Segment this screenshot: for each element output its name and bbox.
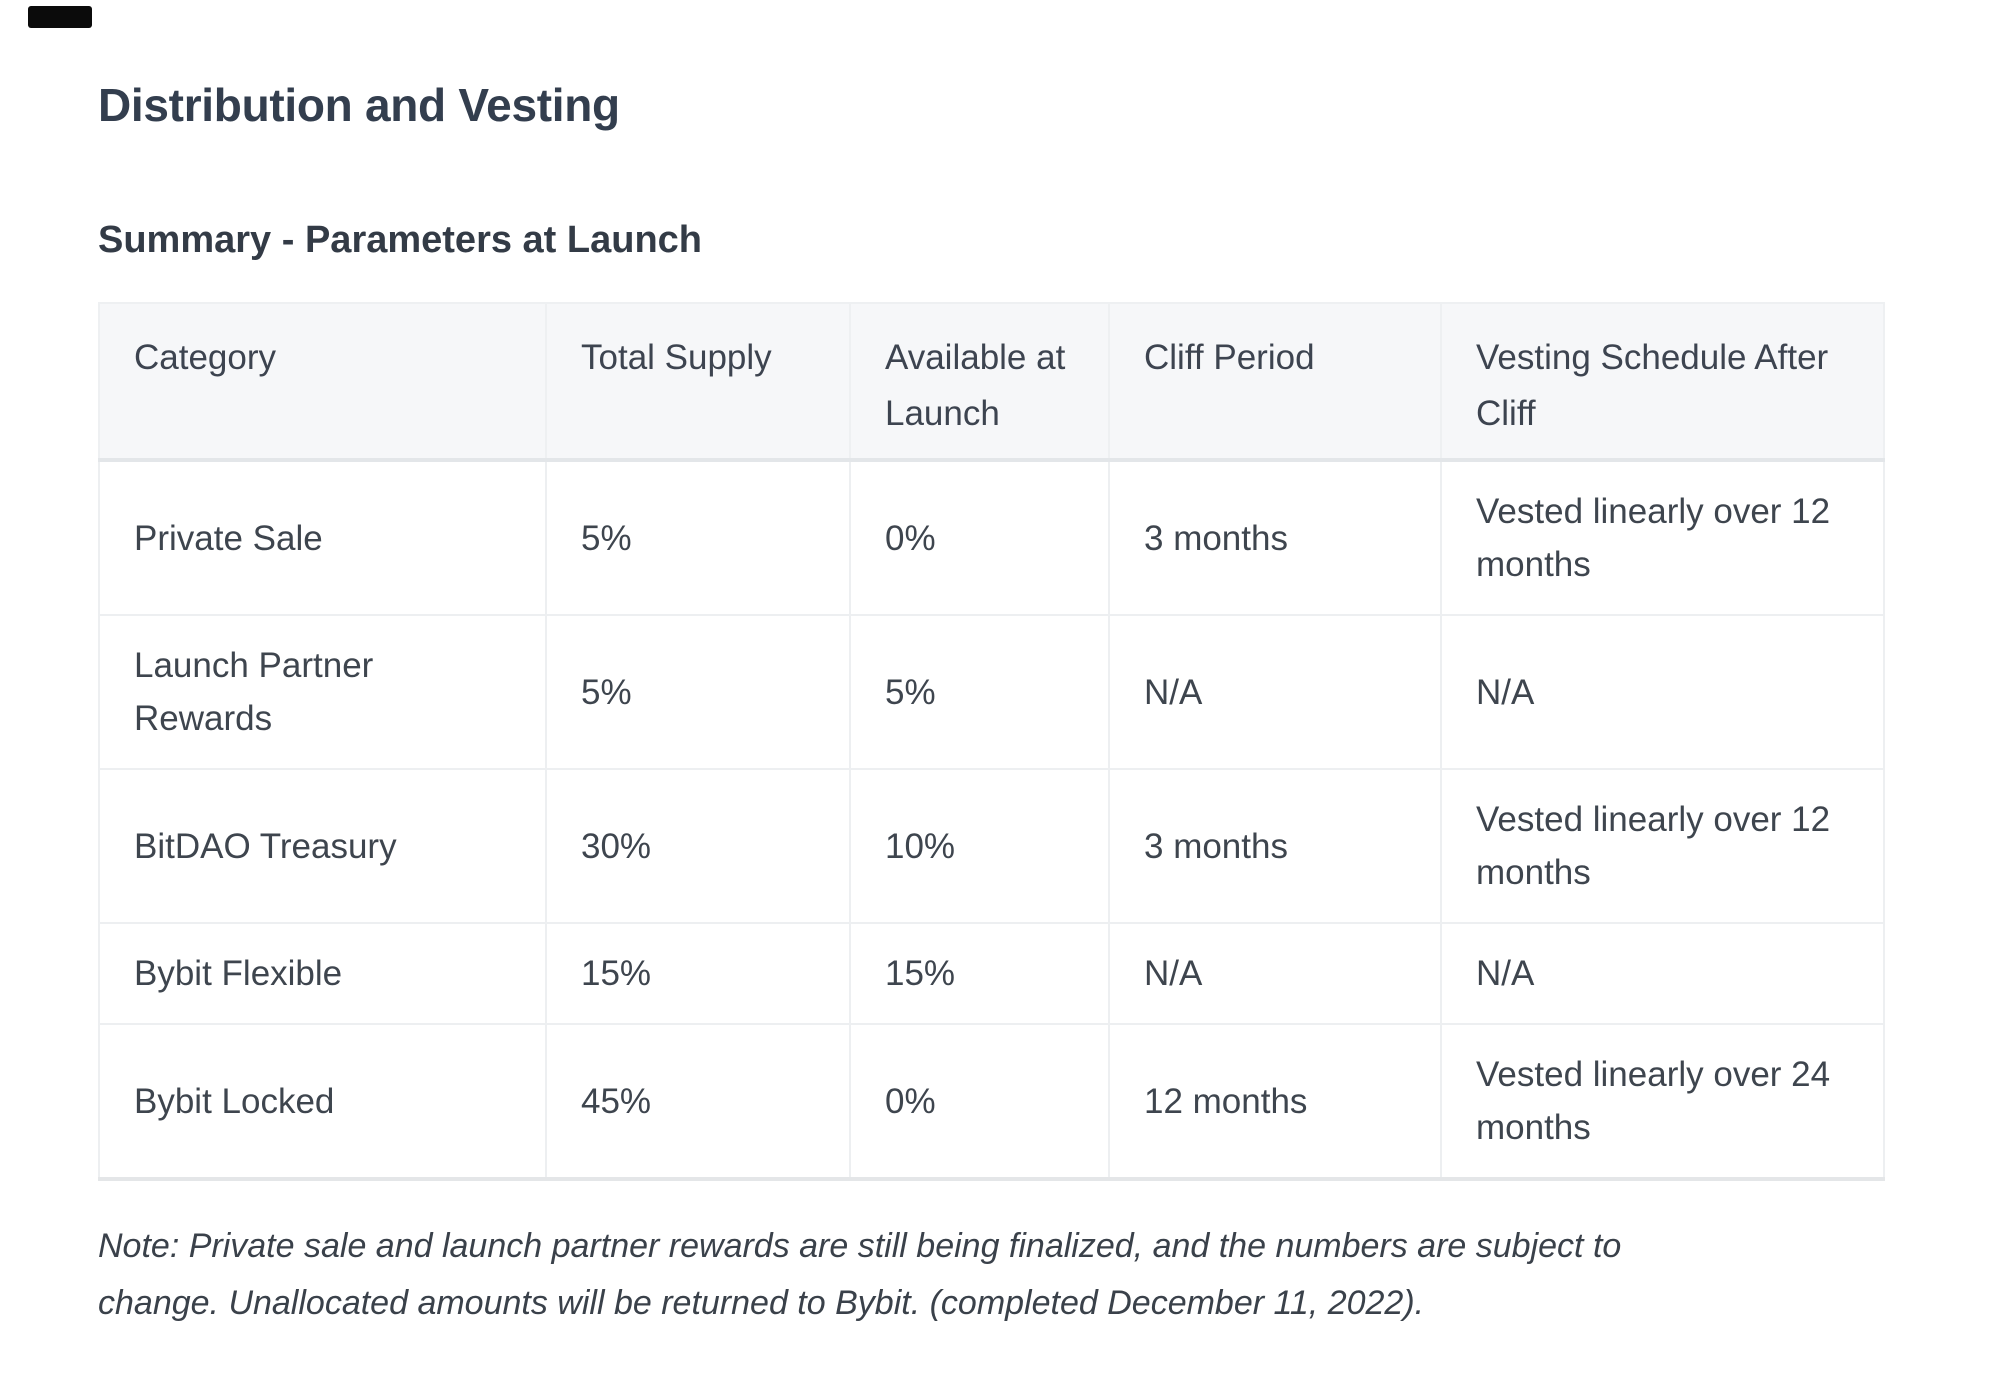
distribution-table: Category Total Supply Available at Launc… — [98, 302, 1885, 1181]
cell-vesting-schedule: N/A — [1440, 922, 1885, 1025]
cell-cliff-period: N/A — [1108, 614, 1442, 770]
cell-vesting-schedule: N/A — [1440, 614, 1885, 770]
page-title: Distribution and Vesting — [98, 78, 620, 131]
section-heading: Summary - Parameters at Launch — [98, 218, 703, 261]
cell-cliff-period: N/A — [1108, 922, 1442, 1025]
column-header-available-at-launch: Available at Launch — [849, 302, 1110, 462]
table-row: BitDAO Treasury 30% 10% 3 months Vested … — [98, 768, 1885, 924]
cell-cliff-period: 12 months — [1108, 1023, 1442, 1181]
column-header-cliff-period: Cliff Period — [1108, 302, 1442, 462]
cell-available-at-launch: 5% — [849, 614, 1110, 770]
cell-category: Bybit Flexible — [98, 922, 547, 1025]
cell-vesting-schedule: Vested linearly over 12 months — [1440, 459, 1885, 616]
table-row: Bybit Flexible 15% 15% N/A N/A — [98, 922, 1885, 1025]
cell-available-at-launch: 0% — [849, 1023, 1110, 1181]
cell-available-at-launch: 10% — [849, 768, 1110, 924]
footnote-line-1: Note: Private sale and launch partner re… — [98, 1227, 1622, 1265]
cell-cliff-period: 3 months — [1108, 459, 1442, 616]
column-header-category: Category — [98, 302, 547, 462]
cell-total-supply: 15% — [545, 922, 851, 1025]
table-row: Private Sale 5% 0% 3 months Vested linea… — [98, 459, 1885, 616]
cell-total-supply: 45% — [545, 1023, 851, 1181]
cell-total-supply: 5% — [545, 614, 851, 770]
cell-category: Private Sale — [98, 459, 547, 616]
screenshot-artifact — [28, 6, 92, 28]
table-row: Bybit Locked 45% 0% 12 months Vested lin… — [98, 1023, 1885, 1181]
cell-total-supply: 5% — [545, 459, 851, 616]
table-header-row: Category Total Supply Available at Launc… — [98, 302, 1885, 462]
column-header-vesting-schedule: Vesting Schedule After Cliff — [1440, 302, 1885, 462]
cell-available-at-launch: 15% — [849, 922, 1110, 1025]
cell-category: BitDAO Treasury — [98, 768, 547, 924]
cell-category: Launch Partner Rewards — [98, 614, 547, 770]
table-row: Launch Partner Rewards 5% 5% N/A N/A — [98, 614, 1885, 770]
distribution-table-container: Category Total Supply Available at Launc… — [98, 302, 1885, 1181]
cell-vesting-schedule: Vested linearly over 12 months — [1440, 768, 1885, 924]
column-header-total-supply: Total Supply — [545, 302, 851, 462]
cell-available-at-launch: 0% — [849, 459, 1110, 616]
cell-total-supply: 30% — [545, 768, 851, 924]
cell-category: Bybit Locked — [98, 1023, 547, 1181]
footnote: Note: Private sale and launch partner re… — [98, 1218, 1818, 1332]
cell-vesting-schedule: Vested linearly over 24 months — [1440, 1023, 1885, 1181]
cell-cliff-period: 3 months — [1108, 768, 1442, 924]
footnote-line-2: change. Unallocated amounts will be retu… — [98, 1284, 1425, 1322]
